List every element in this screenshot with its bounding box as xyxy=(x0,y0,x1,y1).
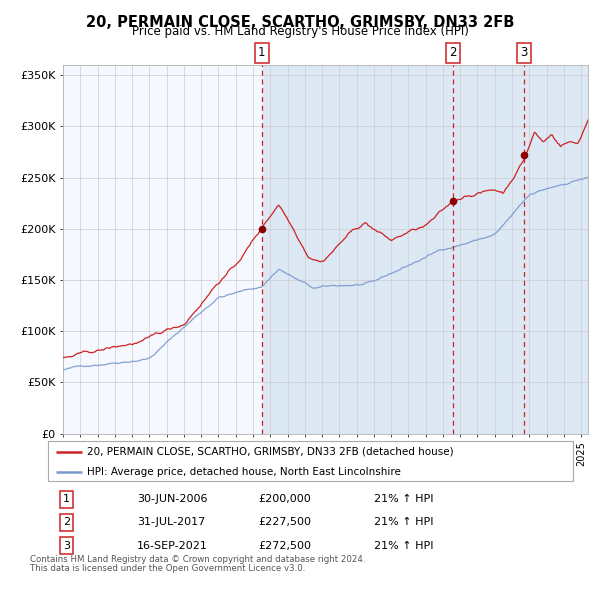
Text: 21% ↑ HPI: 21% ↑ HPI xyxy=(373,540,433,550)
Text: 2: 2 xyxy=(63,517,70,527)
Text: £200,000: £200,000 xyxy=(258,494,311,504)
Text: 1: 1 xyxy=(63,494,70,504)
Text: 2: 2 xyxy=(449,47,457,60)
Text: 3: 3 xyxy=(521,47,528,60)
Text: 21% ↑ HPI: 21% ↑ HPI xyxy=(373,517,433,527)
Text: £272,500: £272,500 xyxy=(258,540,311,550)
Text: 20, PERMAIN CLOSE, SCARTHO, GRIMSBY, DN33 2FB (detached house): 20, PERMAIN CLOSE, SCARTHO, GRIMSBY, DN3… xyxy=(88,447,454,457)
Text: 31-JUL-2017: 31-JUL-2017 xyxy=(137,517,205,527)
Text: £227,500: £227,500 xyxy=(258,517,311,527)
Text: 21% ↑ HPI: 21% ↑ HPI xyxy=(373,494,433,504)
Text: 3: 3 xyxy=(63,540,70,550)
FancyBboxPatch shape xyxy=(48,441,573,481)
Text: HPI: Average price, detached house, North East Lincolnshire: HPI: Average price, detached house, Nort… xyxy=(88,467,401,477)
Text: 20, PERMAIN CLOSE, SCARTHO, GRIMSBY, DN33 2FB: 20, PERMAIN CLOSE, SCARTHO, GRIMSBY, DN3… xyxy=(86,15,514,30)
Text: Contains HM Land Registry data © Crown copyright and database right 2024.: Contains HM Land Registry data © Crown c… xyxy=(30,555,365,563)
Text: 30-JUN-2006: 30-JUN-2006 xyxy=(137,494,208,504)
Text: This data is licensed under the Open Government Licence v3.0.: This data is licensed under the Open Gov… xyxy=(30,564,305,573)
Text: 16-SEP-2021: 16-SEP-2021 xyxy=(137,540,208,550)
Text: Price paid vs. HM Land Registry's House Price Index (HPI): Price paid vs. HM Land Registry's House … xyxy=(131,25,469,38)
Text: 1: 1 xyxy=(258,47,265,60)
